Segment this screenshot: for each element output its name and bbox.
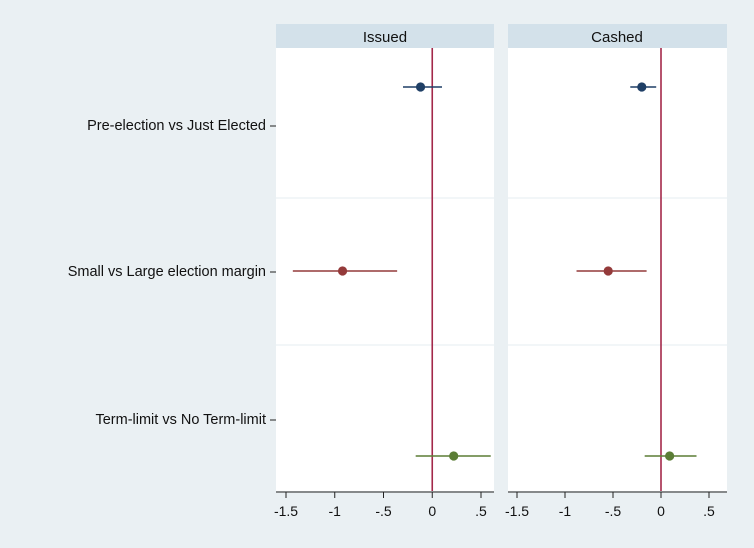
panel-cashed: Cashed -1.5 -1 -.5 0 .5 (505, 24, 727, 519)
point-estimate-issued-term-limit (449, 451, 459, 461)
row-ticks (270, 125, 276, 421)
row-label-term-limit: Term-limit vs No Term-limit (95, 412, 266, 428)
point-estimate-cashed-pre-election (637, 82, 647, 92)
point-estimate-cashed-term-limit (665, 451, 675, 461)
row-labels: Pre-election vs Just Elected Small vs La… (68, 118, 266, 428)
panel-issued-x-tick-label: 0 (428, 503, 436, 519)
panel-issued-x-tick-label: -.5 (375, 503, 392, 519)
point-estimate-issued-election-margin (337, 266, 348, 276)
point-estimate-cashed-election-margin (603, 266, 613, 276)
panel-cashed-x-tick-label: -1.5 (505, 503, 529, 519)
panel-issued-x-tick-label: -1 (329, 503, 342, 519)
panel-issued-title: Issued (363, 29, 407, 46)
panel-issued-x-tick-label: -1.5 (274, 503, 298, 519)
row-label-pre-election: Pre-election vs Just Elected (87, 118, 266, 134)
panel-issued-x-axis: -1.5 -1 -.5 0 .5 (274, 491, 494, 519)
panel-cashed-x-tick-label: .5 (703, 503, 715, 519)
panel-cashed-x-axis: -1.5 -1 -.5 0 .5 (505, 491, 727, 519)
point-estimate-issued-pre-election (415, 82, 426, 92)
panel-issued-header (276, 24, 494, 48)
panel-issued: Issued -1.5 -1 -.5 0 .5 (274, 24, 494, 519)
panel-cashed-x-tick-label: -.5 (605, 503, 622, 519)
row-label-election-margin: Small vs Large election margin (68, 264, 266, 280)
panel-cashed-x-tick-label: 0 (657, 503, 665, 519)
panel-cashed-title: Cashed (591, 29, 643, 46)
panel-issued-x-tick-label: .5 (475, 503, 487, 519)
panel-cashed-plot-area (508, 48, 727, 491)
panel-cashed-x-tick-label: -1 (559, 503, 572, 519)
panel-issued-plot-area (276, 48, 494, 491)
panel-cashed-header (508, 24, 727, 48)
